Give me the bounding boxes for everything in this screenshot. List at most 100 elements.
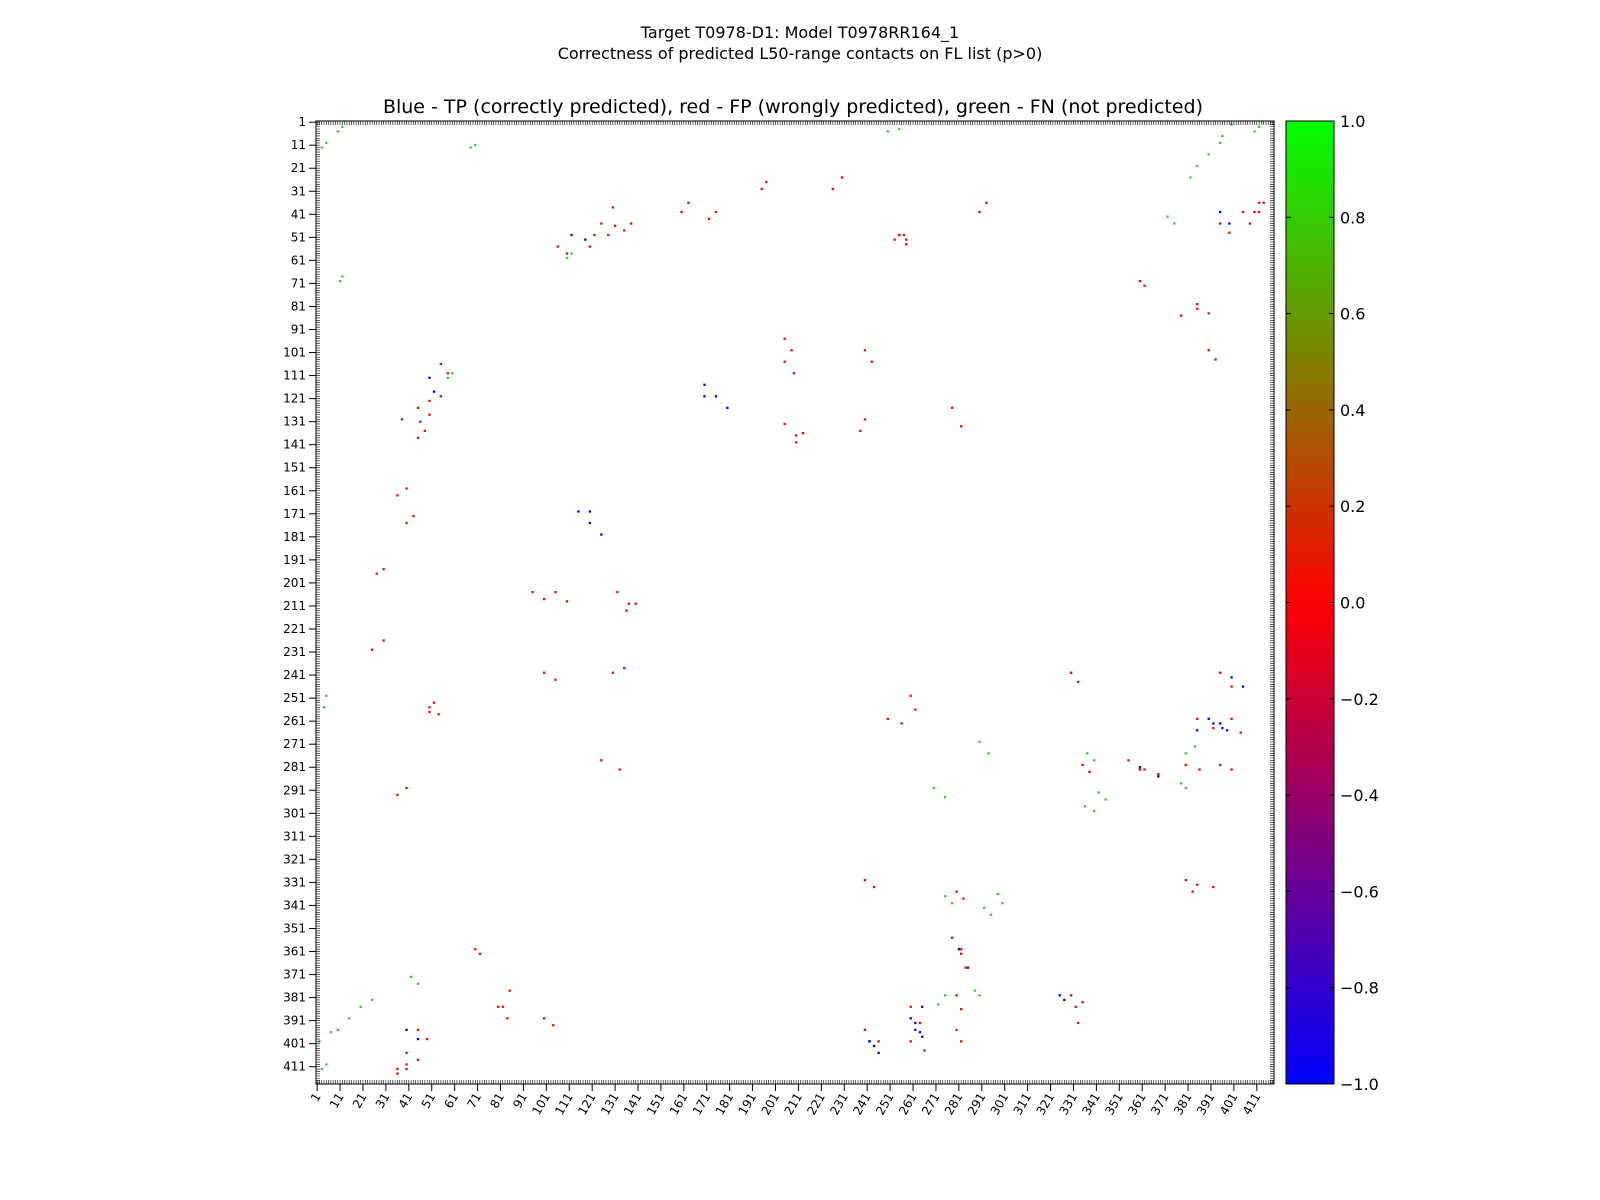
contact-cell-fp: [588, 245, 592, 248]
x-tick-label: 151: [644, 1091, 668, 1118]
contact-cell-fp: [1138, 768, 1142, 771]
contact-cell-tp: [921, 1005, 924, 1008]
x-tick-label: 131: [598, 1091, 622, 1118]
x-tick-label: 401: [1217, 1091, 1241, 1118]
x-tick-label: 261: [896, 1091, 920, 1118]
contact-cell-fn: [451, 372, 454, 375]
contact-cell-fp: [760, 187, 763, 191]
contact-cell-fp: [501, 1005, 504, 1008]
colorbar-tick-label: −0.8: [1340, 979, 1379, 998]
contact-cell-fp: [474, 948, 477, 951]
contact-cell-fn: [937, 1003, 940, 1006]
contact-cell-fp: [1184, 763, 1187, 767]
contact-cell-fp: [1241, 210, 1245, 214]
x-tick-label: 351: [1102, 1091, 1126, 1118]
contact-cell-fn: [325, 1063, 328, 1066]
contact-cell-fp: [1253, 210, 1256, 214]
contact-cell-tp: [1212, 722, 1215, 725]
x-tick-label: 201: [759, 1091, 783, 1118]
axes-title: Blue - TP (correctly predicted), red - F…: [383, 96, 1203, 118]
contact-cell-tp: [1219, 722, 1222, 725]
contact-cell-fn: [338, 279, 342, 283]
contact-cell-fp: [1196, 883, 1199, 886]
contact-cell-fn: [325, 694, 328, 697]
contact-cell-fp: [863, 1028, 867, 1032]
contact-cell-fp: [1207, 312, 1210, 315]
contact-cell-fp: [382, 639, 385, 642]
contact-cell-fp: [898, 233, 901, 237]
contact-cell-fp: [405, 786, 408, 790]
colorbar-tick-label: 0.2: [1340, 497, 1365, 516]
contact-cell-tp: [868, 1040, 871, 1043]
y-tick-label: 391: [283, 1014, 306, 1028]
contact-cell-fn: [987, 752, 990, 755]
contact-cell-tp: [432, 390, 436, 393]
contact-cell-tp: [1058, 994, 1061, 997]
contact-cell-fp: [556, 245, 559, 248]
contact-cell-fp: [955, 994, 958, 997]
x-tick-label: 381: [1171, 1091, 1195, 1118]
colorbar-tick-label: −1.0: [1340, 1075, 1379, 1094]
contact-cell-fp: [1157, 772, 1160, 776]
figure-title-line1: Target T0978-D1: Model T0978RR164_1: [640, 23, 959, 43]
contact-cell-fp: [405, 1067, 408, 1071]
contact-cell-fp: [1070, 994, 1073, 997]
x-tick-label: 321: [1034, 1091, 1058, 1118]
y-tick-label: 301: [283, 806, 306, 820]
contact-cell-fp: [405, 521, 408, 525]
contact-cell-fp: [426, 1037, 429, 1041]
contact-cell-fp: [909, 1040, 912, 1043]
y-axis-ticks: 1112131415161718191101111121131141151161…: [283, 115, 316, 1074]
contact-cell-fp: [416, 436, 420, 439]
y-tick-label: 11: [291, 138, 306, 152]
minor-tick-marks: [316, 121, 1274, 1084]
contact-cell-tp: [703, 395, 706, 398]
contact-cell-fn: [1166, 215, 1169, 218]
contact-cell-fn: [1257, 125, 1261, 128]
contact-cell-tp: [1230, 676, 1233, 679]
contact-cell-tp: [428, 376, 431, 380]
figure-title-line2: Correctness of predicted L50-range conta…: [558, 44, 1043, 63]
contact-cell-tp: [918, 1031, 922, 1034]
contact-cell-fp: [801, 432, 805, 435]
y-tick-label: 291: [283, 783, 306, 797]
contact-cell-fp: [542, 597, 546, 601]
plot-frame: [315, 120, 1275, 1085]
contact-cell-fp: [985, 201, 988, 204]
contact-cell-fn: [1184, 786, 1187, 790]
contact-cell-fp: [960, 1007, 963, 1011]
y-tick-label: 351: [283, 921, 306, 935]
x-tick-label: 291: [965, 1091, 989, 1118]
y-tick-label: 41: [291, 207, 306, 221]
contact-cell-fp: [1070, 671, 1073, 674]
contact-cell-fn: [474, 144, 477, 147]
contact-cell-tp: [877, 1051, 880, 1055]
contact-cell-fp: [419, 420, 422, 423]
y-tick-label: 31: [291, 184, 306, 198]
x-tick-label: 21: [350, 1091, 370, 1111]
contact-cell-fn: [341, 125, 344, 128]
contact-cell-fp: [593, 233, 596, 237]
contact-cell-fp: [950, 936, 954, 939]
y-tick-label: 411: [283, 1060, 306, 1074]
y-tick-label: 151: [283, 461, 306, 475]
y-tick-label: 111: [283, 369, 306, 383]
y-tick-label: 171: [283, 507, 306, 521]
contact-cell-fp: [428, 399, 431, 403]
contact-cell-fp: [396, 793, 399, 797]
x-tick-label: 91: [510, 1091, 530, 1111]
contact-cell-fp: [423, 429, 427, 433]
y-tick-label: 131: [283, 415, 306, 429]
contact-cell-fp: [497, 1005, 500, 1008]
x-tick-label: 181: [713, 1091, 737, 1118]
colorbar-tick-label: 0.4: [1340, 401, 1365, 420]
contact-cell-fn: [943, 796, 947, 799]
contact-cell-fp: [1257, 210, 1261, 214]
colorbar-tick-label: 0.0: [1340, 594, 1365, 613]
contact-cell-fp: [886, 717, 889, 720]
contact-cell-fp: [506, 1017, 509, 1020]
contact-cells: [318, 123, 1265, 1075]
contact-cell-fn: [1193, 745, 1197, 748]
contact-cell-fp: [877, 1040, 880, 1043]
y-tick-label: 121: [283, 392, 306, 406]
